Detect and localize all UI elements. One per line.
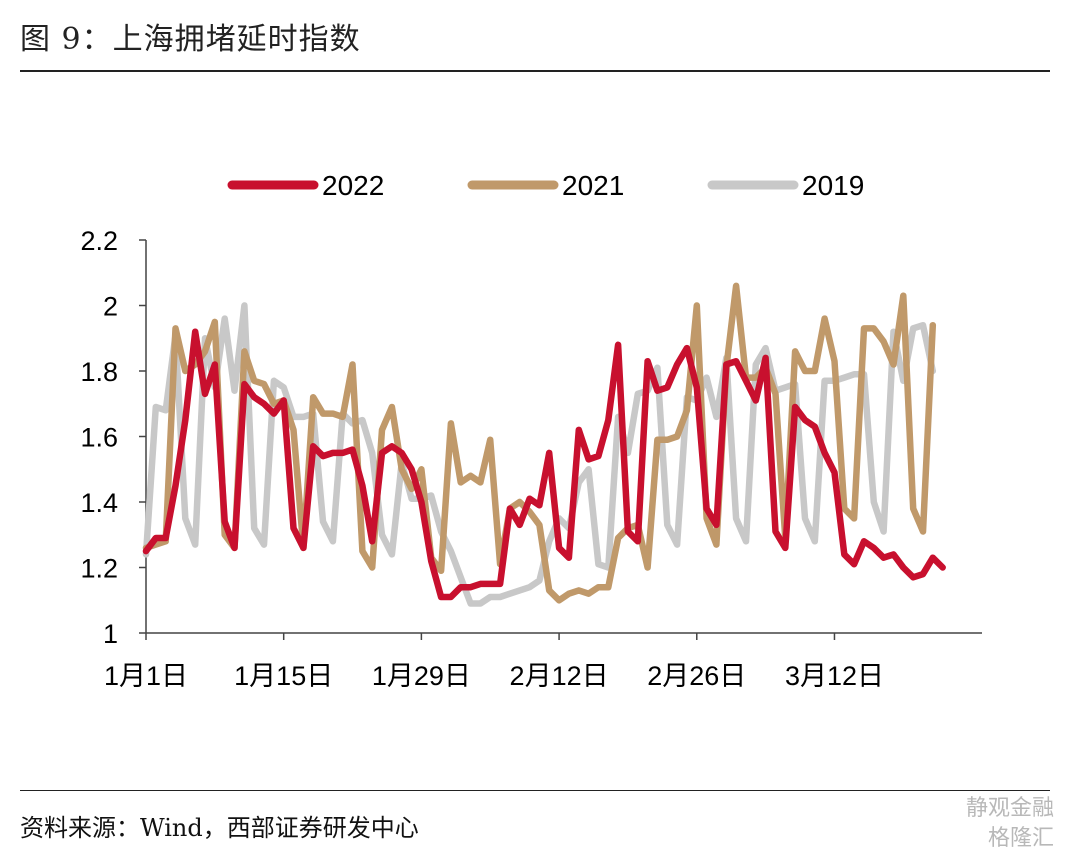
series-line-2019 [142,302,937,607]
x-tick-label: 1月15日 [234,661,333,691]
legend-label-2021: 2021 [562,170,624,201]
figure-title: 图 9：上海拥堵延时指数 [20,22,361,57]
y-tick-label: 1.8 [80,357,118,387]
x-tick-label: 2月26日 [647,661,746,691]
watermark: 静观金融 格隆汇 [966,794,1054,854]
legend-label-2022: 2022 [322,170,384,201]
x-tick-label: 3月12日 [785,661,884,691]
x-tick-label: 1月29日 [372,661,471,691]
y-tick-label: 2 [103,292,118,322]
y-tick-label: 1.2 [80,554,118,584]
x-tick-label: 2月12日 [510,661,609,691]
y-tick-label: 2.2 [80,226,118,256]
chart-legend: 2022 2021 2019 [227,170,864,201]
chart-axes: 1 1.2 1.4 1.6 1.8 2 2.2 1月1日 1月15日 1月29日 2月12日 2月26… [80,226,982,691]
source-note: 资料来源：Wind，西部证券研发中心 [20,814,419,842]
watermark-line2: 格隆汇 [987,826,1054,851]
bottom-rule [20,790,1050,791]
watermark-line1: 静观金融 [965,796,1054,821]
chart-series-group [142,282,946,607]
legend-label-2019: 2019 [802,170,864,201]
y-tick-label: 1.4 [80,488,118,518]
y-tick-label: 1 [103,619,118,649]
top-rule [20,70,1050,72]
series-line-2022 [142,328,946,601]
x-tick-label: 1月1日 [104,661,188,691]
series-line-2021 [142,282,937,604]
y-tick-label: 1.6 [80,423,118,453]
